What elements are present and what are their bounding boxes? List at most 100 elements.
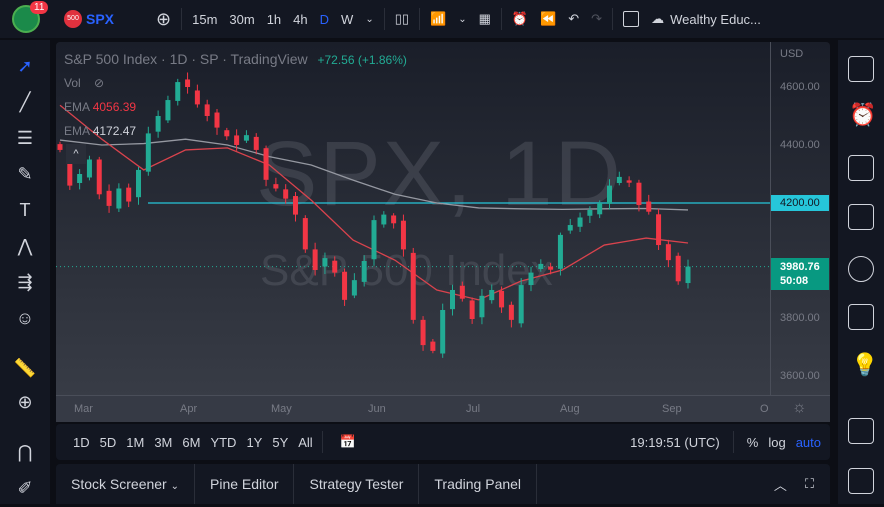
- candle-body[interactable]: [136, 169, 141, 198]
- candle-body[interactable]: [332, 260, 338, 273]
- zoom-in-icon[interactable]: ⊕: [17, 392, 33, 412]
- candle-body[interactable]: [381, 214, 387, 225]
- interval-d[interactable]: D: [319, 11, 330, 27]
- pattern-icon[interactable]: ⋀: [17, 236, 33, 256]
- candle-body[interactable]: [175, 82, 181, 101]
- candle-body[interactable]: [469, 300, 475, 319]
- candle-body[interactable]: [77, 174, 83, 183]
- ideas-bulb-icon[interactable]: 💡: [851, 352, 879, 377]
- magnet-icon[interactable]: ⋂: [17, 442, 33, 462]
- emoji-icon[interactable]: ☺: [15, 308, 35, 328]
- watchlist-icon[interactable]: [848, 56, 874, 82]
- chevron-up-icon[interactable]: ︿: [773, 477, 787, 493]
- candle-body[interactable]: [116, 188, 122, 209]
- range-5d[interactable]: 5D: [99, 434, 117, 450]
- candle-body[interactable]: [312, 249, 318, 270]
- text-icon[interactable]: T: [19, 200, 31, 220]
- candle-body[interactable]: [96, 159, 102, 195]
- forecast-icon[interactable]: ⇶: [17, 272, 33, 292]
- candle-body[interactable]: [371, 220, 377, 260]
- candle-body[interactable]: [548, 266, 554, 270]
- goto-date-icon[interactable]: 📅: [339, 434, 356, 449]
- log-toggle[interactable]: log: [768, 434, 786, 450]
- ema-legend-2[interactable]: EMA 4172.47: [64, 124, 136, 138]
- tab-pine-editor[interactable]: Pine Editor: [195, 464, 295, 504]
- candle-body[interactable]: [106, 190, 112, 206]
- messages-icon[interactable]: [848, 468, 874, 494]
- range-6m[interactable]: 6M: [182, 434, 201, 450]
- ema-200-line[interactable]: [59, 138, 689, 211]
- price-plot[interactable]: [56, 42, 770, 395]
- settings-gear-icon[interactable]: ☼: [792, 399, 807, 416]
- chat-icon[interactable]: [848, 418, 874, 444]
- range-1y[interactable]: 1Y: [246, 434, 263, 450]
- chart-pane[interactable]: SPX, 1D S&P 500 Index S&P 500 Index · 1D…: [56, 42, 830, 422]
- candle-body[interactable]: [508, 304, 514, 320]
- trend-line-icon[interactable]: ╱: [19, 92, 31, 112]
- candle-body[interactable]: [528, 272, 534, 286]
- alert-icon[interactable]: ⏰: [511, 11, 529, 26]
- redo-icon[interactable]: ↷: [591, 11, 603, 26]
- chevron-down-icon[interactable]: ⌄: [170, 481, 179, 492]
- interval-w[interactable]: W: [341, 11, 354, 27]
- ema-legend-1[interactable]: EMA 4056.39: [64, 100, 136, 114]
- fib-icon[interactable]: ☰: [16, 128, 34, 148]
- candle-body[interactable]: [499, 290, 505, 308]
- candle-body[interactable]: [656, 214, 662, 246]
- candles-icon[interactable]: ▯▯: [394, 11, 410, 26]
- candle-body[interactable]: [400, 220, 406, 250]
- range-1m[interactable]: 1M: [126, 434, 145, 450]
- range-1d[interactable]: 1D: [73, 434, 90, 450]
- candle-body[interactable]: [243, 135, 249, 141]
- candle-body[interactable]: [597, 203, 603, 215]
- cursor-icon[interactable]: ➚: [17, 56, 33, 76]
- candle-body[interactable]: [322, 258, 328, 267]
- candle-body[interactable]: [607, 185, 612, 204]
- range-5y[interactable]: 5Y: [272, 434, 289, 450]
- candle-body[interactable]: [459, 285, 465, 299]
- interval-15m[interactable]: 15m: [192, 11, 218, 27]
- candle-body[interactable]: [145, 133, 151, 172]
- interval-4h[interactable]: 4h: [293, 11, 308, 27]
- tab-strategy-tester[interactable]: Strategy Tester: [294, 464, 420, 504]
- candle-body[interactable]: [194, 90, 200, 105]
- candle-body[interactable]: [665, 244, 671, 261]
- candle-body[interactable]: [273, 184, 279, 189]
- candle-body[interactable]: [126, 187, 132, 202]
- candle-body[interactable]: [283, 189, 289, 199]
- vol-legend[interactable]: Vol ⊘: [64, 76, 104, 90]
- indicators-icon[interactable]: 📶: [430, 11, 447, 26]
- currency-select[interactable]: USD: [780, 48, 804, 60]
- candle-body[interactable]: [155, 116, 161, 132]
- candle-body[interactable]: [342, 271, 348, 300]
- avatar[interactable]: 11: [12, 1, 49, 33]
- candle-body[interactable]: [234, 135, 240, 145]
- candle-body[interactable]: [410, 252, 416, 320]
- price-axis[interactable]: USD 4600.00 4400.00 3800.00 3600.00 4200…: [770, 42, 830, 395]
- candle-body[interactable]: [440, 310, 446, 354]
- calendar-icon[interactable]: [848, 304, 874, 330]
- collapse-legend-button[interactable]: ^: [66, 144, 86, 164]
- candle-body[interactable]: [224, 130, 230, 137]
- news-icon[interactable]: [848, 155, 874, 181]
- auto-toggle[interactable]: auto: [795, 434, 821, 450]
- candle-body[interactable]: [616, 176, 622, 183]
- candle-body[interactable]: [479, 295, 485, 318]
- candle-body[interactable]: [253, 136, 259, 150]
- candle-body[interactable]: [420, 319, 426, 346]
- percent-toggle[interactable]: %: [746, 434, 759, 450]
- candle-body[interactable]: [214, 112, 220, 128]
- add-symbol-icon[interactable]: ⊕: [156, 8, 172, 29]
- fullscreen-square-icon[interactable]: [617, 0, 645, 38]
- clock[interactable]: 19:19:51 (UTC): [630, 434, 720, 450]
- lock-drawings-icon[interactable]: ✐: [17, 478, 33, 498]
- candle-body[interactable]: [430, 341, 436, 351]
- candle-body[interactable]: [489, 290, 495, 301]
- candle-body[interactable]: [57, 144, 63, 150]
- candle-body[interactable]: [577, 217, 583, 227]
- candle-body[interactable]: [646, 201, 652, 212]
- maximize-icon[interactable]: ⛶: [804, 476, 814, 491]
- candle-body[interactable]: [587, 209, 593, 216]
- chevron-down-icon[interactable]: ⌄: [458, 13, 467, 25]
- interval-30m[interactable]: 30m: [229, 11, 255, 27]
